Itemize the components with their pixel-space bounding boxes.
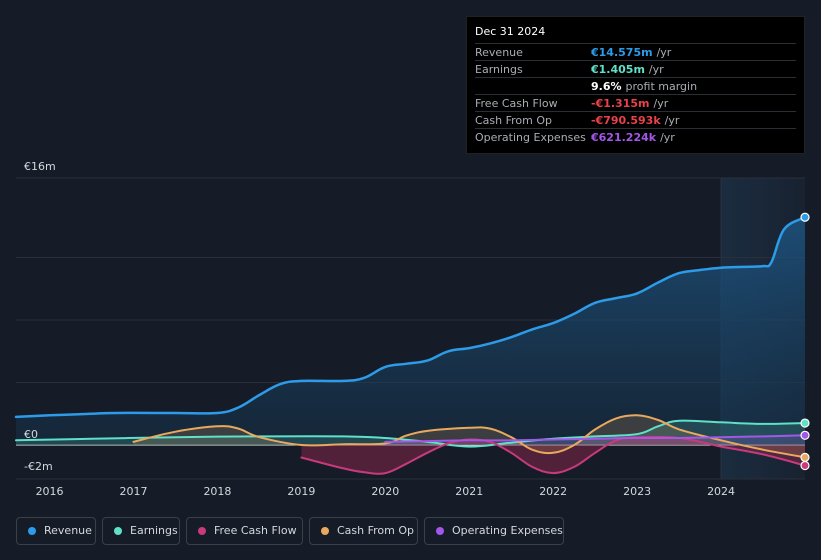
legend-item-revenue[interactable]: Revenue	[16, 517, 96, 545]
earnings-end-point	[800, 418, 810, 428]
legend-label: Earnings	[130, 524, 178, 537]
tooltip-label: Operating Expenses	[475, 131, 586, 144]
x-tick-label: 2022	[539, 485, 567, 498]
free-cash-flow-end-point	[800, 460, 810, 471]
legend-item-cash-from-op[interactable]: Cash From Op	[309, 517, 418, 545]
legend-dot-icon	[436, 527, 444, 535]
y-label-bottom: -€2m	[24, 460, 53, 473]
tooltip-row: Operating Expenses €621.224k/yr	[475, 128, 796, 146]
tooltip-label: Revenue	[475, 46, 523, 59]
tooltip-panel: Dec 31 2024 Revenue €14.575m/yr Earnings €1…	[466, 16, 805, 154]
operating-expenses-end-point	[800, 430, 810, 440]
tooltip-row: Earnings €1.405m/yr	[475, 60, 796, 78]
operating-expenses-line	[384, 434, 806, 443]
tooltip-date: Dec 31 2024	[475, 25, 546, 38]
tooltip-label: Free Cash Flow	[475, 97, 558, 110]
legend-item-free-cash-flow[interactable]: Free Cash Flow	[186, 517, 303, 545]
revenue-area	[16, 217, 805, 445]
cash-from-op-end-point	[800, 452, 810, 462]
tooltip-row: Revenue €14.575m/yr	[475, 43, 796, 61]
x-tick-label: 2020	[371, 485, 399, 498]
tooltip-value: €14.575m/yr	[591, 46, 672, 59]
tooltip-value: -€790.593k/yr	[591, 114, 680, 127]
tooltip-value: 9.6% profit margin	[591, 80, 698, 93]
legend-label: Free Cash Flow	[214, 524, 297, 537]
legend-dot-icon	[321, 527, 329, 535]
legend-item-operating-expenses[interactable]: Operating Expenses	[424, 517, 564, 545]
x-tick-label: 2019	[287, 485, 315, 498]
legend-dot-icon	[198, 527, 206, 535]
y-label-zero: €0	[24, 428, 38, 441]
free-cash-flow-area	[301, 436, 805, 474]
legend-label: Operating Expenses	[452, 524, 563, 537]
tooltip-value: -€1.315m/yr	[591, 97, 669, 110]
tooltip-value: €1.405m/yr	[591, 63, 664, 76]
y-label-top: €16m	[24, 160, 56, 173]
x-tick-label: 2023	[623, 485, 651, 498]
cash-from-op-line	[132, 414, 806, 459]
revenue-line	[14, 216, 807, 419]
x-tick-label: 2024	[707, 485, 735, 498]
tooltip-value: €621.224k/yr	[591, 131, 675, 144]
legend-dot-icon	[28, 527, 36, 535]
legend-label: Cash From Op	[337, 524, 415, 537]
tooltip-row: 9.6% profit margin	[475, 77, 796, 95]
tooltip-row: Cash From Op -€790.593k/yr	[475, 111, 796, 129]
earnings-area	[16, 420, 805, 447]
x-tick-label: 2021	[455, 485, 483, 498]
tooltip-row: Free Cash Flow -€1.315m/yr	[475, 94, 796, 112]
legend-label: Revenue	[44, 524, 92, 537]
revenue-end-point	[800, 212, 810, 222]
x-tick-label: 2018	[203, 485, 231, 498]
x-tick-label: 2017	[120, 485, 148, 498]
legend-dot-icon	[114, 527, 122, 535]
x-tick-label: 2016	[36, 485, 64, 498]
legend-item-earnings[interactable]: Earnings	[102, 517, 180, 545]
tooltip-label: Cash From Op	[475, 114, 553, 127]
cash-from-op-area	[133, 415, 805, 458]
tooltip-label: Earnings	[475, 63, 523, 76]
